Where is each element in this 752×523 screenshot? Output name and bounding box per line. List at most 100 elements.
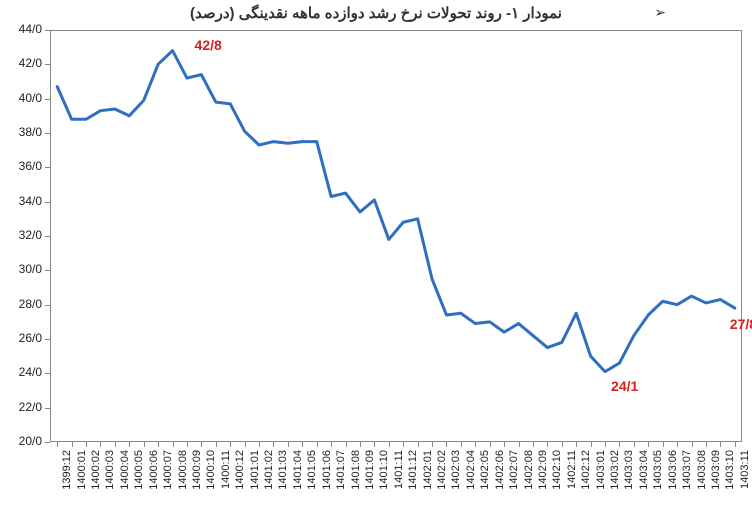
x-tick-label: 1401:07 — [335, 450, 347, 502]
x-tick-mark — [490, 442, 491, 447]
x-tick-label: 1401:10 — [378, 450, 390, 502]
annotation-label: 24/1 — [611, 378, 638, 394]
x-tick-label: 1402:05 — [479, 450, 491, 502]
x-tick-mark — [302, 442, 303, 447]
x-tick-label: 1400:09 — [191, 450, 203, 502]
line-series-svg — [0, 0, 752, 523]
x-tick-label: 1402:04 — [465, 450, 477, 502]
x-tick-mark — [201, 442, 202, 447]
y-tick-label: 32/0 — [19, 228, 42, 242]
x-tick-mark — [317, 442, 318, 447]
y-tick-mark — [45, 442, 50, 443]
x-tick-mark — [173, 442, 174, 447]
x-tick-label: 1400:06 — [148, 450, 160, 502]
y-tick-mark — [45, 373, 50, 374]
x-tick-mark — [663, 442, 664, 447]
x-tick-mark — [648, 442, 649, 447]
y-tick-label: 30/0 — [19, 262, 42, 276]
x-tick-mark — [720, 442, 721, 447]
x-tick-label: 1401:01 — [249, 450, 261, 502]
y-tick-label: 36/0 — [19, 159, 42, 173]
y-tick-label: 24/0 — [19, 365, 42, 379]
x-tick-label: 1401:02 — [263, 450, 275, 502]
x-tick-label: 1400:01 — [76, 450, 88, 502]
y-tick-mark — [45, 99, 50, 100]
y-tick-mark — [45, 236, 50, 237]
x-tick-label: 1403:05 — [652, 450, 664, 502]
x-tick-label: 1399:12 — [61, 450, 73, 502]
x-tick-mark — [475, 442, 476, 447]
x-tick-mark — [519, 442, 520, 447]
x-tick-mark — [72, 442, 73, 447]
y-tick-mark — [45, 30, 50, 31]
annotation-label: 42/8 — [195, 37, 222, 53]
x-tick-mark — [360, 442, 361, 447]
x-tick-mark — [273, 442, 274, 447]
x-tick-mark — [591, 442, 592, 447]
x-tick-mark — [634, 442, 635, 447]
x-tick-label: 1402:07 — [508, 450, 520, 502]
x-tick-label: 1403:01 — [595, 450, 607, 502]
chart-container: ➢ نمودار ۱- روند تحولات نرخ رشد دوازده م… — [0, 0, 752, 523]
y-tick-label: 40/0 — [19, 91, 42, 105]
x-tick-label: 1400:04 — [119, 450, 131, 502]
x-tick-mark — [288, 442, 289, 447]
x-tick-mark — [562, 442, 563, 447]
x-tick-label: 1403:11 — [739, 450, 751, 502]
x-tick-label: 1401:03 — [277, 450, 289, 502]
x-tick-label: 1401:05 — [306, 450, 318, 502]
y-tick-mark — [45, 408, 50, 409]
x-tick-mark — [230, 442, 231, 447]
y-tick-label: 42/0 — [19, 56, 42, 70]
x-tick-mark — [331, 442, 332, 447]
x-tick-mark — [735, 442, 736, 447]
y-tick-label: 28/0 — [19, 297, 42, 311]
x-tick-label: 1402:11 — [566, 450, 578, 502]
y-tick-label: 38/0 — [19, 125, 42, 139]
x-tick-mark — [144, 442, 145, 447]
x-tick-label: 1403:09 — [710, 450, 722, 502]
x-tick-label: 1403:03 — [623, 450, 635, 502]
x-tick-label: 1402:10 — [551, 450, 563, 502]
x-tick-mark — [677, 442, 678, 447]
x-tick-label: 1401:06 — [321, 450, 333, 502]
x-tick-label: 1401:09 — [364, 450, 376, 502]
x-tick-mark — [692, 442, 693, 447]
x-tick-mark — [216, 442, 217, 447]
y-tick-mark — [45, 202, 50, 203]
x-tick-mark — [346, 442, 347, 447]
x-tick-label: 1402:08 — [523, 450, 535, 502]
x-tick-label: 1400:05 — [133, 450, 145, 502]
x-tick-label: 1400:10 — [205, 450, 217, 502]
x-tick-label: 1403:06 — [667, 450, 679, 502]
x-tick-label: 1400:12 — [234, 450, 246, 502]
x-tick-mark — [547, 442, 548, 447]
x-tick-mark — [245, 442, 246, 447]
y-tick-mark — [45, 167, 50, 168]
x-tick-label: 1402:01 — [422, 450, 434, 502]
x-tick-label: 1400:08 — [177, 450, 189, 502]
y-tick-label: 22/0 — [19, 400, 42, 414]
x-tick-mark — [187, 442, 188, 447]
x-tick-mark — [504, 442, 505, 447]
x-tick-mark — [418, 442, 419, 447]
x-tick-mark — [605, 442, 606, 447]
x-tick-mark — [374, 442, 375, 447]
x-tick-label: 1402:12 — [580, 450, 592, 502]
x-tick-label: 1401:04 — [292, 450, 304, 502]
x-tick-mark — [389, 442, 390, 447]
x-tick-label: 1402:06 — [494, 450, 506, 502]
x-tick-mark — [129, 442, 130, 447]
x-tick-mark — [86, 442, 87, 447]
x-tick-label: 1400:07 — [162, 450, 174, 502]
x-tick-mark — [57, 442, 58, 447]
x-tick-mark — [403, 442, 404, 447]
x-tick-label: 1402:03 — [450, 450, 462, 502]
x-tick-mark — [576, 442, 577, 447]
y-tick-label: 34/0 — [19, 194, 42, 208]
x-tick-mark — [115, 442, 116, 447]
x-tick-mark — [158, 442, 159, 447]
x-tick-label: 1401:12 — [407, 450, 419, 502]
x-tick-label: 1402:02 — [436, 450, 448, 502]
x-tick-label: 1401:11 — [393, 450, 405, 502]
